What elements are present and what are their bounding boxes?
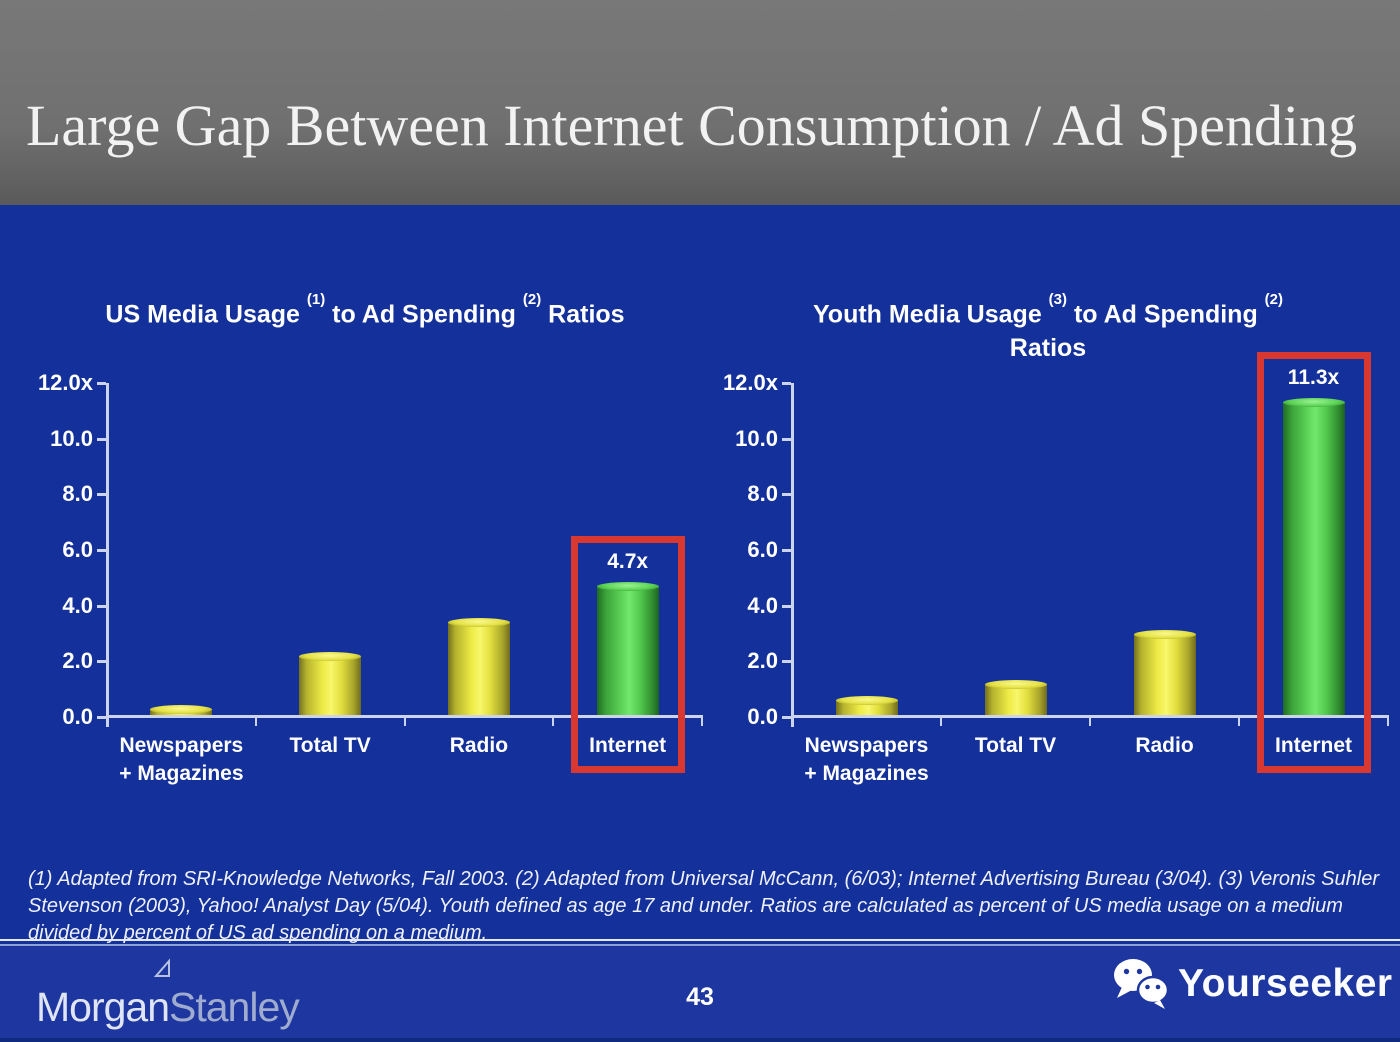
y-tick-label: 8.0 (747, 481, 778, 507)
category-label-line: Newspapers (804, 734, 929, 757)
us-media-chart-title: US Media Usage (1) to Ad Spending (2) Ra… (40, 291, 690, 331)
x-tick-mark (552, 717, 555, 726)
y-axis-line (791, 383, 794, 727)
bar-total-tv (984, 679, 1047, 717)
category-label-total-tv: Total TV (289, 734, 371, 757)
title-superscript: (3) (1048, 291, 1068, 308)
bar-radio (1133, 629, 1196, 717)
y-tick-mark (782, 660, 791, 664)
title-superscript: (2) (522, 291, 542, 308)
brand-stanley: Stanley (169, 984, 300, 1030)
category-label-newspapers-magazines: Newspapers + Magazines (782, 732, 951, 788)
y-tick-label: 12.0x (722, 370, 778, 395)
title-text: Youth Media Usage (812, 300, 1049, 329)
y-tick-mark (782, 493, 791, 497)
bottom-edge (0, 1038, 1400, 1042)
title-text: Ratios (541, 300, 625, 329)
bar-newspapers-magazines (835, 696, 898, 717)
y-tick-label: 0.0 (747, 704, 778, 729)
morgan-stanley-flag-icon (153, 958, 170, 977)
title-superscript: (2) (1264, 291, 1284, 308)
y-tick-mark (97, 604, 106, 608)
title-text: to Ad Spending (325, 300, 523, 329)
category-label-line: + Magazines (119, 762, 244, 785)
y-tick-mark (782, 604, 791, 608)
bar-newspapers-magazines (150, 704, 213, 717)
y-tick-mark (782, 716, 791, 719)
highlight-rect-internet (570, 536, 685, 773)
y-axis-line (106, 383, 109, 727)
chart-title-line: US Media Usage (1) to Ad Spending (2) Ra… (40, 291, 690, 331)
wechat-icon (1114, 959, 1170, 1009)
value-label-internet: 4.7x (607, 550, 649, 574)
x-tick-mark (1387, 717, 1389, 726)
page-number: 43 (686, 983, 714, 1011)
y-tick-mark (97, 660, 106, 664)
footnote: (1) Adapted from SRI-Knowledge Networks,… (28, 868, 1379, 944)
chart-title-line: Youth Media Usage (3) to Ad Spending (2) (763, 291, 1333, 331)
title-superscript: (1) (306, 291, 326, 308)
x-tick-mark (701, 717, 703, 726)
value-label-internet: 11.3x (1287, 366, 1340, 390)
y-tick-label: 6.0 (747, 537, 778, 562)
bar-internet (596, 582, 659, 717)
y-tick-mark (97, 382, 106, 385)
y-tick-mark (97, 493, 106, 497)
bar-radio (447, 618, 510, 717)
x-tick-mark (940, 717, 942, 726)
morgan-stanley-logo: MorganStanley (36, 984, 300, 1031)
y-tick-label: 10.0 (735, 425, 778, 451)
category-label-radio: Radio (449, 734, 509, 757)
y-tick-mark (782, 437, 791, 441)
bar-internet (1282, 398, 1345, 717)
youth-media-chart-title: Youth Media Usage (3) to Ad Spending (2)… (763, 291, 1333, 365)
y-tick-label: 4.0 (747, 592, 778, 618)
y-tick-label: 6.0 (62, 537, 93, 562)
category-label-line: Newspapers (119, 734, 244, 757)
yourseeker-watermark: Yourseeker (1178, 962, 1393, 1005)
highlight-rect-internet (1256, 352, 1371, 773)
category-label-total-tv: Total TV (974, 734, 1057, 757)
y-tick-label: 4.0 (62, 592, 93, 618)
category-label-internet: Internet (1274, 734, 1352, 757)
y-tick-mark (97, 437, 106, 441)
title-text: to Ad Spending (1067, 300, 1265, 329)
slide-title: Large Gap Between Internet Consumption /… (26, 93, 1358, 158)
x-tick-mark (403, 717, 406, 726)
brand-morgan: Morgan (36, 984, 170, 1030)
y-tick-label: 2.0 (747, 648, 778, 674)
x-tick-mark (1238, 717, 1240, 726)
slide-header: Large Gap Between Internet Consumption /… (0, 0, 1400, 205)
footer-divider-bottom (0, 944, 1400, 946)
y-tick-label: 10.0 (50, 425, 93, 451)
y-tick-label: 12.0x (37, 370, 93, 395)
category-label-newspapers-magazines: Newspapers + Magazines (97, 732, 266, 788)
x-axis-line (106, 715, 703, 718)
title-text: US Media Usage (105, 300, 307, 329)
y-tick-label: 8.0 (62, 481, 93, 507)
x-tick-mark (254, 717, 257, 726)
y-tick-label: 0.0 (62, 704, 93, 729)
footer-divider-top (0, 939, 1400, 941)
category-label-line: + Magazines (804, 762, 929, 785)
x-tick-mark (1089, 717, 1091, 726)
y-tick-label: 2.0 (62, 648, 93, 674)
y-tick-mark (782, 549, 791, 552)
y-tick-mark (97, 716, 106, 719)
x-axis-line (791, 715, 1389, 718)
category-label-radio: Radio (1135, 734, 1194, 757)
y-tick-mark (97, 549, 106, 552)
bar-total-tv (299, 651, 362, 717)
y-tick-mark (782, 382, 791, 385)
title-text: Ratios (1009, 334, 1087, 363)
chart-title-line: Ratios (763, 331, 1333, 365)
category-label-internet: Internet (589, 734, 667, 757)
